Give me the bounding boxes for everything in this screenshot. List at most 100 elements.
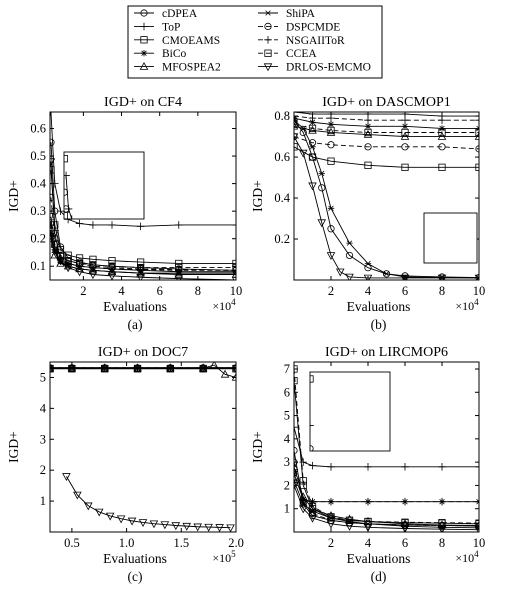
chart-title: IGD+ on CF4	[104, 95, 182, 110]
data-point	[294, 462, 299, 470]
data-point	[107, 272, 117, 280]
legend-label: CMOEAMS	[162, 35, 220, 47]
axes-frame	[293, 361, 480, 533]
x-tick-label: 10	[473, 284, 486, 298]
data-point	[171, 522, 181, 531]
data-point	[63, 264, 73, 273]
data-point	[182, 522, 192, 531]
data-point	[75, 259, 84, 268]
data-point	[50, 221, 55, 229]
series-line-circle	[50, 142, 236, 271]
series-group	[50, 112, 236, 280]
data-point	[401, 123, 409, 130]
data-point	[175, 264, 183, 272]
y-tick-label: 7	[284, 362, 290, 376]
data-point	[318, 184, 326, 192]
data-point	[308, 514, 317, 523]
data-point	[56, 207, 65, 215]
data-point	[437, 274, 447, 280]
data-point	[174, 221, 183, 229]
inset-data-point	[64, 171, 70, 180]
x-exponent-label: ×104	[455, 549, 479, 565]
data-point	[294, 377, 298, 385]
data-point	[308, 139, 317, 147]
data-point	[174, 275, 184, 280]
data-point	[401, 116, 409, 124]
series-line-triangle	[50, 364, 236, 378]
x-tick-label: 6	[402, 284, 408, 298]
data-point	[127, 517, 137, 526]
data-point	[73, 491, 82, 500]
data-point	[50, 193, 55, 201]
data-point	[75, 268, 84, 277]
data-point	[220, 369, 230, 378]
data-point	[232, 364, 236, 372]
data-point	[401, 462, 409, 471]
series-line-star	[294, 473, 479, 503]
data-point	[475, 497, 479, 506]
data-point	[299, 477, 307, 485]
data-point	[364, 462, 372, 471]
legend-label: DSPCMDE	[286, 21, 340, 33]
legend-marker-asterisk	[264, 10, 272, 16]
data-point	[474, 520, 479, 529]
legend-label: NSGAIIToR	[286, 35, 345, 47]
data-point	[438, 163, 446, 171]
legend-label: ToP	[162, 21, 180, 33]
data-point	[50, 229, 55, 237]
series-line-circle	[294, 450, 479, 527]
legend-marker-triangle-down	[263, 63, 273, 72]
x-tick-label: 4	[365, 536, 372, 550]
series-line-circle-dash	[294, 462, 479, 527]
legend-label: MFOSPEA2	[162, 62, 221, 74]
y-tick-label: 0.1	[30, 259, 46, 273]
data-point	[294, 482, 299, 491]
data-point	[335, 268, 345, 277]
inset-data-point	[67, 215, 76, 219]
panel-label: (d)	[371, 569, 387, 584]
data-point	[89, 261, 97, 269]
y-tick-label: 0.6	[274, 150, 290, 164]
legend-box	[127, 5, 383, 79]
x-tick-label: 8	[195, 284, 201, 298]
series-line-square-dash	[294, 368, 479, 524]
data-point	[438, 128, 446, 137]
panel-label: (c)	[128, 569, 143, 584]
data-point	[474, 274, 479, 280]
data-point	[326, 252, 336, 261]
data-point	[89, 221, 97, 229]
data-point	[62, 473, 71, 481]
data-point	[364, 128, 372, 137]
data-point	[226, 524, 235, 532]
series-line-square-dash	[50, 216, 236, 269]
zoom-inset	[63, 151, 145, 220]
data-point	[299, 496, 308, 505]
y-tick-label: 0.8	[274, 109, 290, 123]
data-point	[363, 524, 373, 532]
x-tick-label: 6	[157, 284, 163, 298]
axes-frame	[49, 361, 237, 533]
chart-title: IGD+ on LIRCMOP6	[325, 345, 448, 360]
data-point	[363, 274, 373, 280]
data-point	[383, 271, 390, 277]
x-tick-label: 0.5	[64, 536, 80, 550]
data-point	[438, 273, 446, 280]
inset-data-point	[310, 421, 314, 430]
legend-marker-square	[140, 36, 148, 44]
y-tick-label: 4	[40, 401, 47, 415]
x-tick-label: 4	[118, 284, 125, 298]
legend-label: ShiPA	[286, 8, 316, 20]
data-point	[327, 513, 335, 521]
data-point	[400, 525, 410, 532]
series-line-plus-dash	[50, 224, 236, 271]
data-point	[108, 265, 116, 273]
y-axis-title: IGD+	[6, 431, 21, 463]
y-tick-label: 0.2	[274, 232, 290, 246]
data-point	[166, 364, 174, 373]
data-point	[94, 508, 104, 517]
y-axis-title: IGD+	[250, 431, 265, 463]
data-point	[308, 502, 317, 510]
x-axis-title: Evaluations	[347, 299, 411, 314]
